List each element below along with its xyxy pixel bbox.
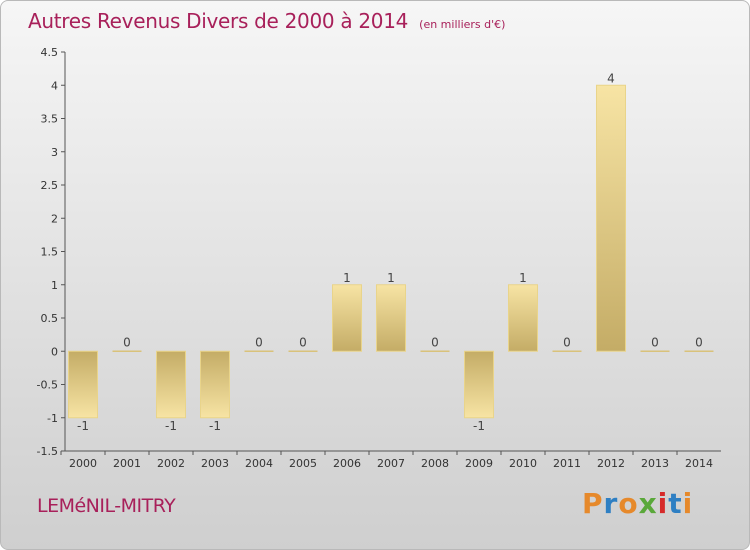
y-tick-label: -0.5 — [37, 379, 58, 392]
y-tick-label: 0.5 — [41, 312, 59, 325]
chart-title-block: Autres Revenus Divers de 2000 à 2014 (en… — [28, 9, 505, 33]
brand-letter: o — [618, 487, 639, 520]
bar — [464, 350, 494, 419]
x-tick-label: 2002 — [157, 457, 185, 470]
bar-value-label: 1 — [343, 271, 351, 285]
x-tick-label: 2014 — [685, 457, 713, 470]
x-tick-label: 2013 — [641, 457, 669, 470]
y-tick-label: 2 — [51, 212, 58, 225]
bar-value-label: -1 — [209, 419, 221, 433]
bar-value-label: 1 — [387, 271, 395, 285]
bar-value-label: -1 — [165, 419, 177, 433]
y-tick-label: 2.5 — [41, 179, 59, 192]
x-tick-label: 2005 — [289, 457, 317, 470]
x-tick-label: 2006 — [333, 457, 361, 470]
bar — [376, 284, 406, 352]
y-tick-label: 3.5 — [41, 113, 59, 126]
y-tick-label: -1 — [47, 412, 58, 425]
brand-logo: Proxiti — [582, 487, 693, 520]
bar — [332, 284, 362, 352]
bar-value-label: 0 — [695, 335, 703, 349]
commune-name: LEMéNIL-MITRY — [37, 495, 176, 517]
x-tick-label: 2003 — [201, 457, 229, 470]
bar-value-label: 0 — [299, 335, 307, 349]
x-tick-label: 2008 — [421, 457, 449, 470]
x-tick-label: 2010 — [509, 457, 537, 470]
bar-value-label: 0 — [563, 335, 571, 349]
chart-title: Autres Revenus Divers de 2000 à 2014 — [28, 9, 409, 33]
y-tick-label: -1.5 — [37, 445, 58, 458]
brand-letter: i — [682, 487, 694, 520]
brand-letter: i — [657, 487, 669, 520]
bar — [508, 284, 538, 352]
bar — [596, 84, 626, 352]
bars: -1 0 -1 -1 0 0 1 1 0 -1 1 0 4 0 0 — [68, 71, 714, 433]
x-tick-label: 2011 — [553, 457, 581, 470]
x-tick-label: 2009 — [465, 457, 493, 470]
bar-value-label: -1 — [473, 419, 485, 433]
bar-value-label: 0 — [123, 335, 131, 349]
y-tick-label: 3 — [51, 146, 58, 159]
bar-value-label: 0 — [651, 335, 659, 349]
brand-letter: t — [668, 487, 683, 520]
axes: -1.5 -1 -0.5 0 0.5 1 1.5 2 2.5 3 3.5 4 4.5 2000 2001 20… — [37, 46, 721, 470]
bar — [156, 350, 186, 419]
bar-value-label: 0 — [431, 335, 439, 349]
bar — [68, 350, 98, 419]
y-tick-label: 0 — [51, 345, 58, 358]
y-tick-label: 1.5 — [41, 246, 59, 259]
x-tick-label: 2007 — [377, 457, 405, 470]
y-tick-label: 4.5 — [41, 46, 59, 59]
bar-value-label: 0 — [255, 335, 263, 349]
bar — [200, 350, 230, 419]
bar-value-label: 1 — [519, 271, 527, 285]
brand-letter: P — [582, 487, 604, 520]
bar-value-label: 4 — [607, 71, 615, 85]
y-tick-label: 4 — [51, 79, 58, 92]
y-tick-label: 1 — [51, 279, 58, 292]
x-tick-label: 2000 — [69, 457, 97, 470]
bar-value-label: -1 — [77, 419, 89, 433]
chart-unit: (en milliers d'€) — [419, 18, 506, 31]
brand-letter: x — [638, 487, 658, 520]
x-tick-label: 2004 — [245, 457, 273, 470]
x-tick-label: 2001 — [113, 457, 141, 470]
brand-letter: r — [603, 487, 619, 520]
x-tick-label: 2012 — [597, 457, 625, 470]
